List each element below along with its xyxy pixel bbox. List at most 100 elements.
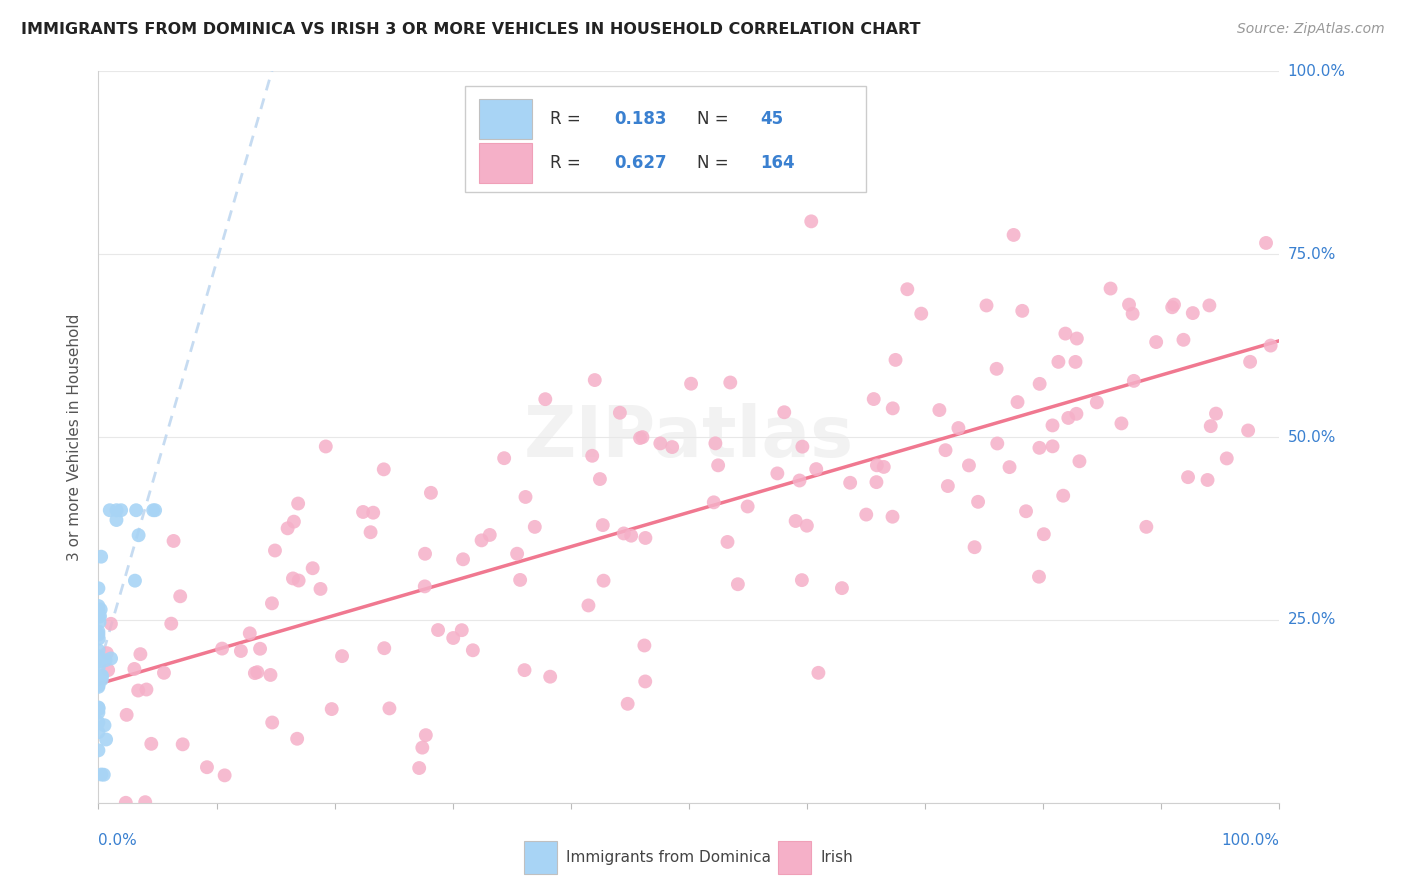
Point: [160, 616, 183, 631]
Point: [87, 701, 110, 715]
Point: [1205, 407, 1227, 421]
Point: [169, 589, 191, 603]
Point: [534, 392, 557, 407]
Point: [461, 643, 484, 657]
FancyBboxPatch shape: [523, 841, 557, 874]
Text: N =: N =: [697, 153, 734, 172]
Point: [873, 459, 896, 474]
Point: [100, 616, 122, 631]
FancyBboxPatch shape: [778, 841, 811, 874]
Point: [862, 392, 884, 406]
Text: 0.183: 0.183: [614, 110, 666, 128]
Point: [301, 561, 323, 575]
Point: [87, 604, 110, 618]
Point: [87, 743, 110, 757]
Point: [792, 440, 814, 454]
Point: [855, 508, 877, 522]
Point: [707, 458, 730, 473]
Point: [281, 571, 304, 585]
Point: [882, 401, 904, 416]
Point: [87, 660, 110, 674]
Point: [1042, 439, 1064, 453]
Text: 0.0%: 0.0%: [98, 833, 138, 848]
Point: [90, 549, 112, 564]
Point: [936, 479, 959, 493]
Point: [287, 497, 309, 511]
Point: [1007, 395, 1029, 409]
Point: [93, 718, 115, 732]
Point: [609, 406, 631, 420]
Point: [90, 670, 112, 684]
Point: [1197, 473, 1219, 487]
Point: [1002, 227, 1025, 242]
Point: [934, 443, 956, 458]
Text: 100.0%: 100.0%: [1288, 64, 1346, 78]
Point: [957, 458, 980, 473]
Text: 164: 164: [759, 153, 794, 172]
FancyBboxPatch shape: [464, 86, 866, 192]
Point: [967, 495, 990, 509]
FancyBboxPatch shape: [478, 143, 531, 183]
Point: [620, 529, 643, 543]
Point: [114, 796, 136, 810]
Point: [633, 639, 655, 653]
Point: [415, 728, 437, 742]
Point: [1028, 570, 1050, 584]
Point: [309, 582, 332, 596]
Point: [650, 436, 672, 450]
Text: R =: R =: [550, 153, 585, 172]
Point: [1064, 355, 1087, 369]
Point: [89, 615, 111, 629]
Point: [1237, 424, 1260, 438]
Point: [703, 495, 725, 509]
Point: [277, 521, 299, 535]
Point: [361, 506, 384, 520]
Point: [718, 376, 741, 390]
Point: [773, 405, 796, 419]
Text: 25.0%: 25.0%: [1288, 613, 1336, 627]
Point: [1198, 298, 1220, 312]
Point: [628, 431, 651, 445]
Point: [87, 624, 110, 639]
Point: [471, 533, 494, 548]
Text: 0.627: 0.627: [614, 153, 668, 172]
Point: [1069, 454, 1091, 468]
Point: [1177, 470, 1199, 484]
Point: [515, 490, 537, 504]
Point: [1028, 376, 1050, 391]
Point: [87, 627, 110, 641]
Point: [592, 518, 614, 533]
Text: 50.0%: 50.0%: [1288, 430, 1336, 444]
Point: [91, 669, 114, 683]
Point: [928, 403, 950, 417]
Point: [90, 602, 112, 616]
Point: [287, 574, 309, 588]
Point: [98, 503, 121, 517]
Point: [1122, 374, 1144, 388]
Point: [89, 609, 111, 624]
Point: [948, 421, 970, 435]
Point: [100, 651, 122, 665]
Point: [260, 596, 283, 610]
Text: Immigrants from Dominica: Immigrants from Dominica: [567, 850, 770, 865]
Point: [1144, 334, 1167, 349]
Text: 75.0%: 75.0%: [1288, 247, 1336, 261]
Point: [413, 547, 436, 561]
Point: [141, 737, 163, 751]
Point: [87, 673, 110, 688]
Point: [87, 706, 110, 720]
Point: [125, 503, 148, 517]
Point: [986, 361, 1008, 376]
Point: [87, 676, 110, 690]
Point: [87, 700, 110, 714]
Point: [321, 702, 343, 716]
Point: [1015, 504, 1038, 518]
Point: [134, 795, 156, 809]
Point: [796, 518, 818, 533]
Point: [583, 373, 606, 387]
Point: [1260, 338, 1282, 352]
Point: [124, 574, 146, 588]
Point: [419, 485, 441, 500]
Point: [681, 376, 703, 391]
Point: [143, 503, 166, 517]
